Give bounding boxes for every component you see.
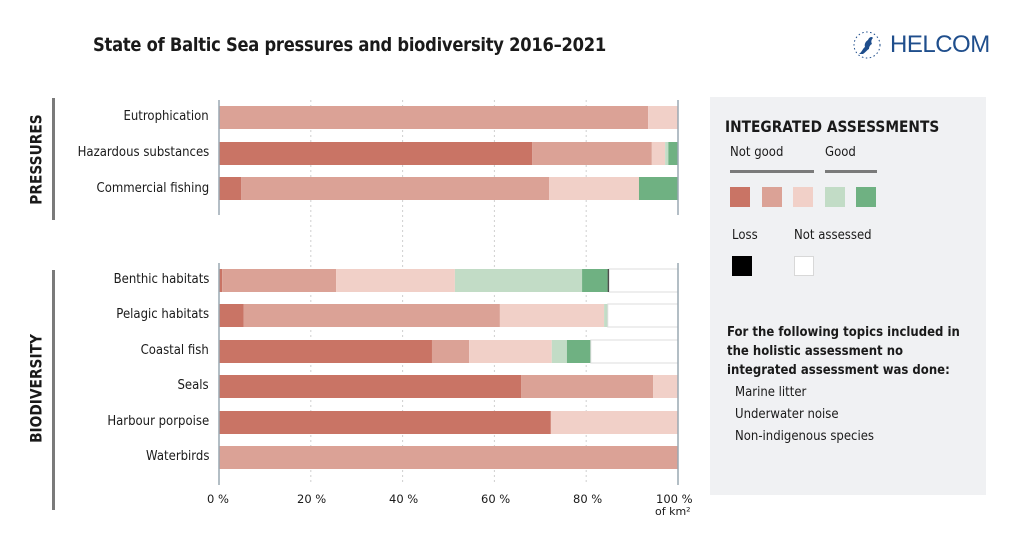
legend-not-good-line: [730, 170, 814, 173]
bar-segment-benthic-habitats-3: [454, 269, 583, 292]
category-label-harbour-porpoise: Harbour porpoise: [107, 414, 209, 429]
x-tick-label-20: 20 %: [297, 492, 327, 506]
bar-segment-commercial-fishing-0: [219, 177, 242, 200]
category-label-seals: Seals: [177, 378, 209, 393]
baltic-sea-map-icon: [853, 31, 881, 59]
category-label-benthic-habitats: Benthic habitats: [113, 272, 209, 287]
helcom-logo: HELCOM: [850, 30, 990, 60]
bar-segment-hazardous-substances-4: [668, 142, 678, 165]
bar-segment-coastal-fish-4: [566, 340, 591, 363]
legend-loss-label: Loss: [732, 228, 758, 243]
bar-segment-hazardous-substances-0: [219, 142, 533, 165]
note-item-underwater-noise: Underwater noise: [735, 407, 839, 422]
swatch-good-1: [825, 187, 845, 207]
x-tick-label-0: 0 %: [207, 492, 229, 506]
bar-segment-pelagic-habitats-2: [499, 304, 605, 327]
category-label-eutrophication: Eutrophication: [123, 109, 209, 124]
x-tick-label-60: 60 %: [481, 492, 511, 506]
category-label-commercial-fishing: Commercial fishing: [96, 181, 209, 196]
legend-not-good-label: Not good: [730, 145, 784, 160]
bar-segment-harbour-porpoise-0: [219, 411, 551, 434]
legend-good-label: Good: [825, 145, 856, 160]
bar-segment-waterbirds-1: [219, 446, 678, 469]
bar-segment-hazardous-substances-2: [651, 142, 666, 165]
stacked-bar-chart: [218, 100, 679, 485]
bar-segment-pelagic-habitats-6: [607, 303, 679, 328]
bar-segment-benthic-habitats-5: [607, 269, 610, 292]
bar-segment-pelagic-habitats-3: [604, 304, 608, 327]
bar-segment-eutrophication-2: [648, 106, 678, 129]
legend-panel: INTEGRATED ASSESSMENTS Not good Good Los…: [710, 97, 986, 495]
swatch-loss: [732, 256, 752, 276]
bar-segment-coastal-fish-3: [551, 340, 567, 363]
swatch-not-good-1: [730, 187, 750, 207]
legend-title: INTEGRATED ASSESSMENTS: [725, 117, 940, 136]
legend-good-line: [825, 170, 877, 173]
legend-not-assessed-label: Not assessed: [794, 228, 872, 243]
bar-segment-harbour-porpoise-2: [550, 411, 678, 434]
bar-segment-coastal-fish-2: [469, 340, 552, 363]
bar-segment-benthic-habitats-6: [608, 268, 679, 293]
category-label-coastal-fish: Coastal fish: [140, 343, 209, 358]
biodiversity-section-bar: [52, 270, 55, 510]
category-label-hazardous-substances: Hazardous substances: [77, 145, 209, 160]
bar-segment-hazardous-substances-3: [665, 142, 669, 165]
bar-segment-commercial-fishing-1: [241, 177, 550, 200]
bar-segment-coastal-fish-6: [590, 339, 679, 364]
legend-note: For the following topics included in the…: [727, 325, 960, 378]
bar-segment-coastal-fish-1: [431, 340, 470, 363]
pressures-section-bar: [52, 98, 55, 220]
bar-segment-commercial-fishing-2: [549, 177, 639, 200]
bar-segment-benthic-habitats-2: [336, 269, 455, 292]
bar-segment-seals-0: [219, 375, 522, 398]
bar-segment-benthic-habitats-0: [219, 269, 223, 292]
note-item-non-indigenous-species: Non-indigenous species: [735, 429, 875, 444]
bar-segment-eutrophication-1: [219, 106, 649, 129]
chart-title: State of Baltic Sea pressures and biodiv…: [93, 34, 606, 56]
bar-segment-seals-1: [521, 375, 654, 398]
bar-segment-commercial-fishing-4: [638, 177, 678, 200]
note-item-marine-litter: Marine litter: [735, 385, 807, 400]
bar-segment-seals-2: [653, 375, 678, 398]
x-tick-label-80: 80 %: [573, 492, 603, 506]
swatch-good-2: [856, 187, 876, 207]
x-tick-label-40: 40 %: [389, 492, 419, 506]
x-axis-unit-label: of km²: [655, 505, 691, 518]
swatch-not-good-3: [793, 187, 813, 207]
bar-segment-pelagic-habitats-1: [243, 304, 500, 327]
bar-segment-pelagic-habitats-0: [219, 304, 244, 327]
swatch-not-assessed: [794, 256, 814, 276]
bar-segment-benthic-habitats-4: [582, 269, 608, 292]
x-tick-label-100: 100 %: [656, 492, 693, 506]
swatch-not-good-2: [762, 187, 782, 207]
bar-segment-benthic-habitats-1: [222, 269, 337, 292]
category-label-waterbirds: Waterbirds: [145, 449, 209, 464]
category-label-pelagic-habitats: Pelagic habitats: [116, 307, 209, 322]
bar-segment-coastal-fish-0: [219, 340, 432, 363]
logo-text: HELCOM: [890, 31, 990, 58]
bar-segment-hazardous-substances-1: [532, 142, 652, 165]
